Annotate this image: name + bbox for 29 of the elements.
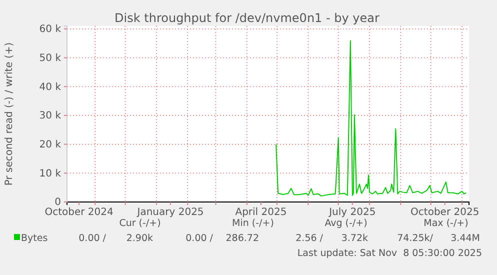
text: Last update: Sat Nov 8 05:30:00 2025 <box>297 248 482 259</box>
text: 3.44M <box>450 233 480 244</box>
y-axis-title: Pr second read (-) / write (+) <box>4 42 15 186</box>
text: Min (-/+) <box>232 218 274 229</box>
y-tick-label: 0 <box>54 197 61 208</box>
text: 0.00 / <box>186 233 214 244</box>
text: 2.90k <box>126 233 154 244</box>
legend-label: Bytes <box>21 233 48 244</box>
y-tick-label: 50 k <box>39 52 62 64</box>
y-tick-label: 40 k <box>39 82 62 93</box>
y-tick-label: 30 k <box>39 110 62 122</box>
x-tick-label: July 2025 <box>328 207 376 218</box>
y-tick-label: 20 k <box>39 139 62 150</box>
chart-title: Disk throughput for /dev/nvme0n1 - by year <box>114 11 380 25</box>
text: Cur (-/+) <box>119 218 161 229</box>
x-tick-label: April 2025 <box>235 207 287 218</box>
text: 286.72 <box>226 233 259 244</box>
text: 3.72k <box>341 233 368 244</box>
x-tick-label: October 2024 <box>44 207 114 218</box>
text: 0.00 / <box>78 233 107 244</box>
text: Max (-/+) <box>424 218 468 229</box>
y-tick-label: 60 k <box>39 24 62 36</box>
text: 2.56 / <box>296 233 324 244</box>
line-series <box>276 40 466 196</box>
text: 74.25k/ <box>397 233 434 244</box>
x-tick-label: January 2025 <box>136 207 204 218</box>
x-tick-label: October 2025 <box>410 207 480 218</box>
y-tick-label: 10 k <box>39 168 62 180</box>
text: Avg (-/+) <box>324 218 368 229</box>
